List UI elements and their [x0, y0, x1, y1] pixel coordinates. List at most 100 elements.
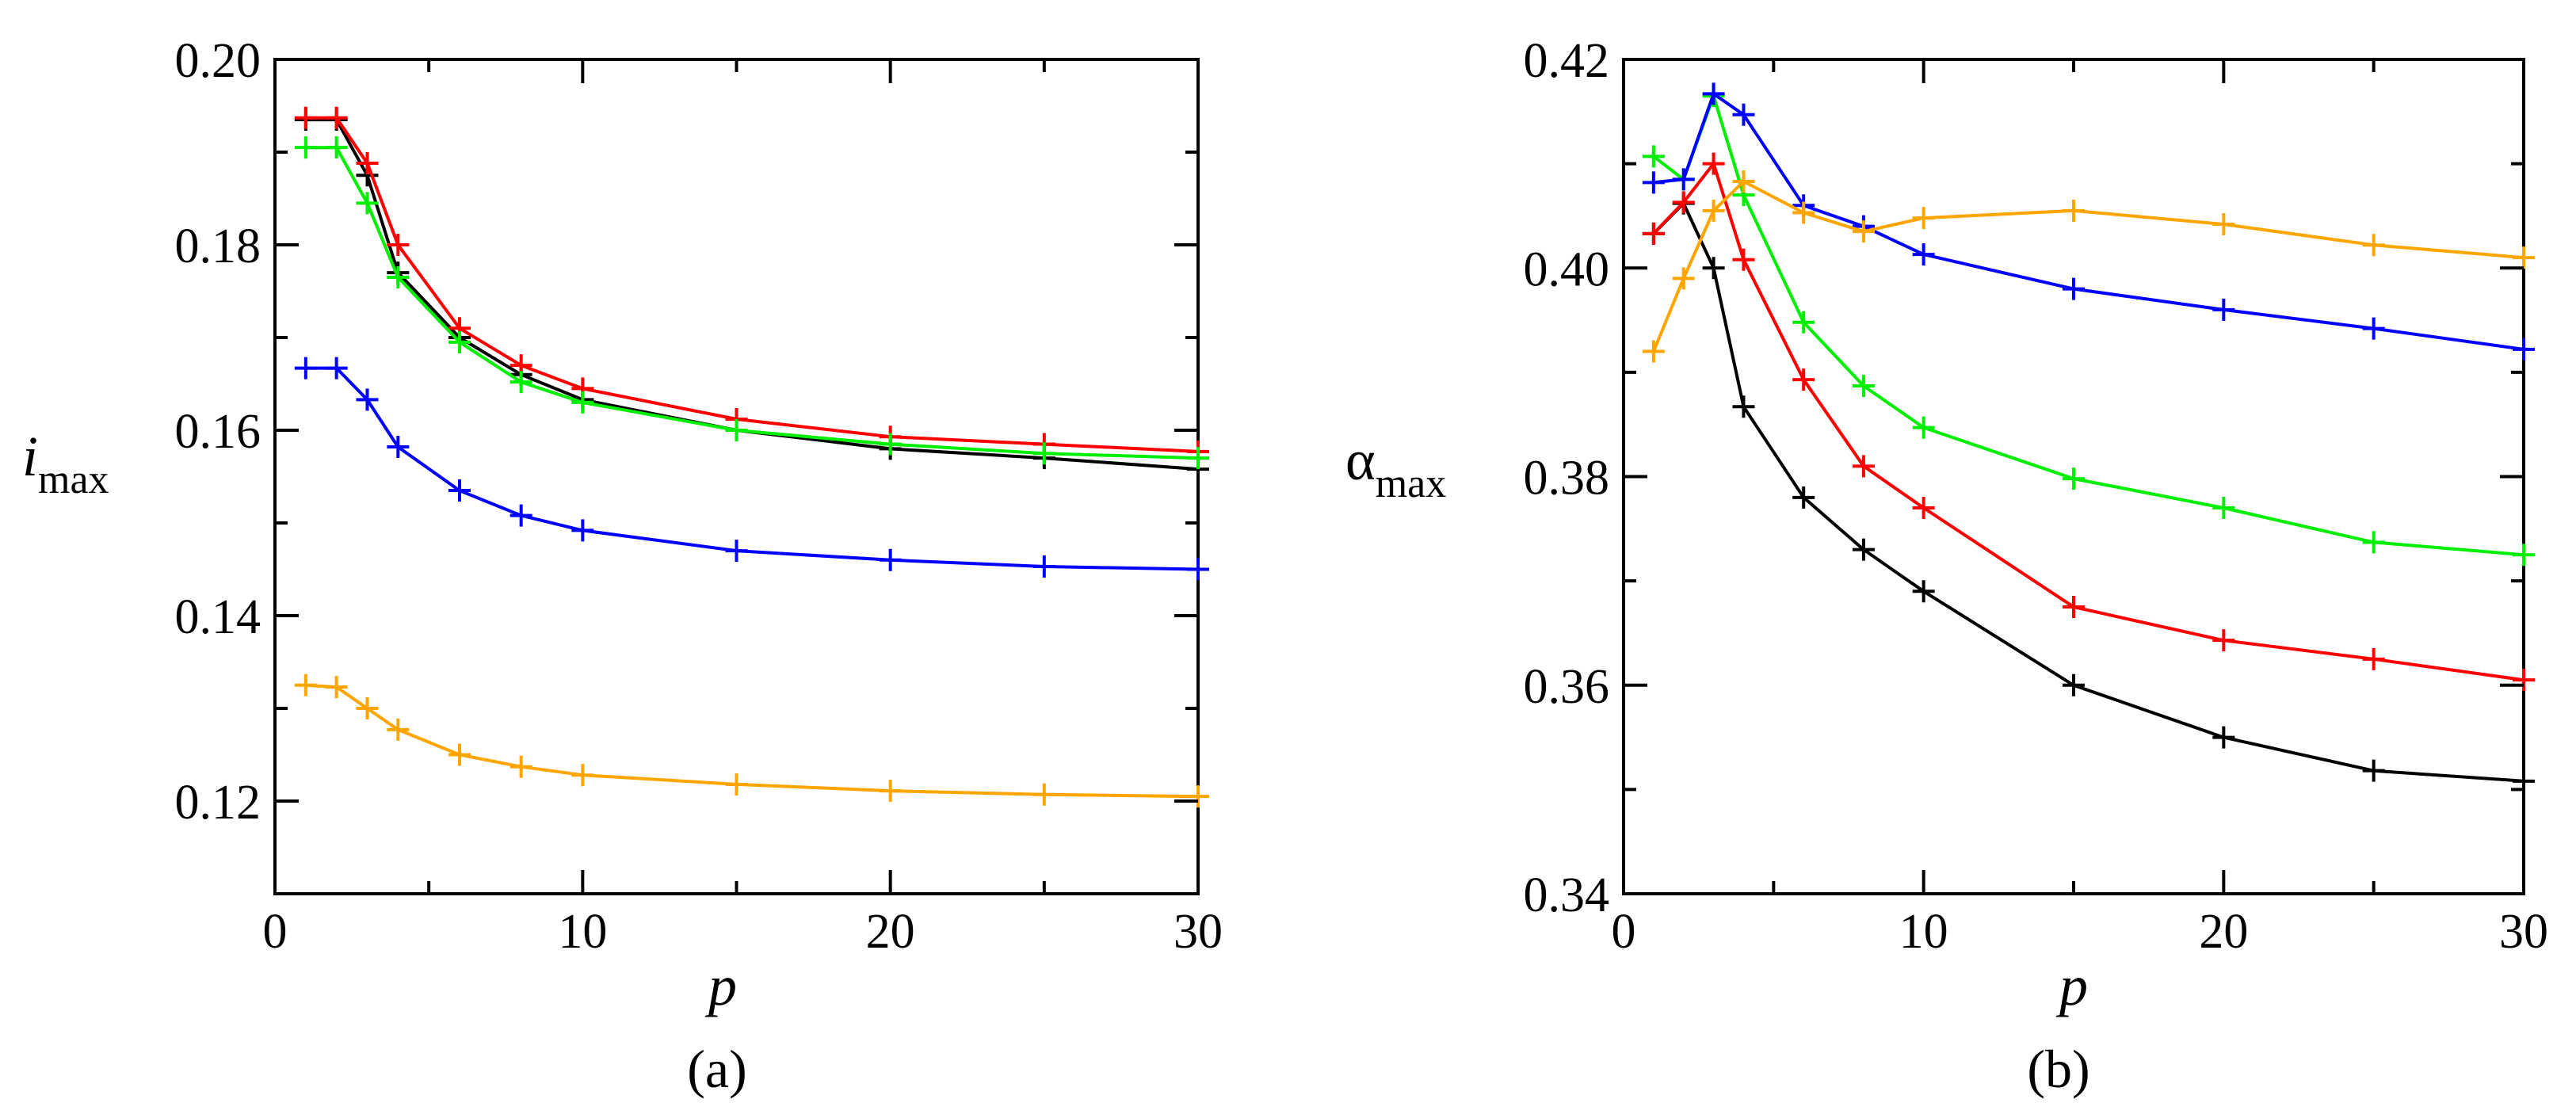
y-tick-label-a: 0.18: [175, 219, 261, 273]
y-axis-label-a-subscript: max: [38, 457, 109, 502]
series-line-blue-b: [1653, 92, 2524, 351]
data-point-blue-a: [325, 357, 348, 380]
data-point-orange-a: [1032, 783, 1055, 806]
data-point-orange-a: [571, 764, 594, 787]
series-line-black-a: [305, 118, 1199, 471]
data-point-red-b: [1702, 152, 1725, 175]
data-point-blue-b: [1912, 243, 1935, 266]
data-point-black-b: [2063, 673, 2085, 696]
data-point-green-b: [2063, 467, 2085, 490]
data-point-green-b: [2362, 531, 2385, 554]
data-point-orange-b: [2513, 246, 2535, 269]
data-point-orange-a: [879, 780, 902, 803]
data-point-green-b: [1852, 374, 1875, 397]
data-point-black-b: [1792, 486, 1815, 509]
data-point-blue-a: [879, 548, 902, 571]
data-point-green-a: [356, 192, 379, 215]
x-axis-label-a: p: [704, 954, 737, 1017]
data-point-green-a: [325, 136, 348, 159]
data-point-green-a: [448, 330, 471, 353]
data-point-green-a: [879, 433, 902, 456]
data-point-blue-a: [571, 519, 594, 542]
y-axis-label-a-base: i: [22, 425, 38, 488]
panel-a: 0 10 20 30 0.12 0.14 0.16 0.18 0.20 imax p (a): [22, 34, 1223, 1099]
data-point-green-a: [509, 371, 532, 394]
data-point-black-b: [1912, 580, 1935, 603]
x-tick-label-a: 0: [263, 905, 288, 959]
y-tick-label-b: 0.36: [1524, 660, 1610, 714]
series-line-orange-b: [1652, 180, 2524, 353]
ticks-group-b: 0 10 20 30 0.34 0.36 0.38 0.40 0.42: [1524, 34, 2549, 959]
data-point-red-b: [1642, 222, 1665, 245]
data-point-orange-b: [1792, 201, 1815, 224]
y-tick-label-a: 0.16: [175, 405, 261, 459]
data-point-orange-b: [2063, 199, 2085, 222]
series-line-green-b: [1652, 94, 2524, 557]
data-point-blue-b: [2063, 277, 2085, 300]
data-point-red-b: [2063, 596, 2085, 619]
data-point-black-b: [1702, 257, 1725, 280]
data-point-black-b: [1732, 395, 1755, 418]
series-group-b: [1642, 82, 2535, 792]
data-point-red-b: [2362, 647, 2385, 670]
data-point-blue-b: [2212, 298, 2235, 321]
x-tick-label-a: 20: [866, 905, 915, 959]
y-tick-label-b: 0.40: [1524, 242, 1610, 296]
data-point-red-a: [356, 152, 379, 175]
data-point-green-a: [725, 419, 748, 441]
x-tick-label-b: 10: [1899, 905, 1948, 959]
data-point-orange-a: [509, 755, 532, 778]
data-point-black-b: [2212, 726, 2235, 749]
x-tick-label-b: 30: [2499, 905, 2548, 959]
data-point-green-b: [2212, 496, 2235, 519]
data-point-red-b: [1852, 455, 1875, 478]
x-tick-label-b: 20: [2199, 905, 2248, 959]
y-axis-label-a: imax: [22, 425, 109, 502]
data-point-green-a: [1187, 447, 1209, 470]
data-point-red-b: [1732, 248, 1755, 271]
y-tick-label-b: 0.38: [1524, 452, 1610, 506]
data-point-red-b: [1912, 496, 1935, 519]
caption-b: (b): [2027, 1039, 2089, 1099]
series-group-a: [294, 106, 1209, 808]
data-point-green-a: [1032, 442, 1055, 465]
data-point-red-b: [2513, 669, 2535, 692]
data-point-orange-a: [725, 773, 748, 796]
series-line-red-a: [305, 116, 1199, 453]
data-point-green-a: [571, 391, 594, 414]
data-point-red-b: [2212, 629, 2235, 652]
data-point-red-a: [387, 234, 410, 256]
panel-b: 0 10 20 30 0.34 0.36 0.38 0.40 0.42 αmax p (b): [1345, 34, 2548, 1099]
data-point-green-a: [387, 265, 410, 288]
data-point-blue-a: [387, 436, 410, 459]
data-point-orange-a: [325, 676, 348, 699]
data-point-orange-a: [356, 697, 379, 719]
y-axis-label-b-subscript: max: [1376, 461, 1447, 506]
data-point-orange-b: [1642, 340, 1665, 363]
data-point-black-b: [1852, 538, 1875, 561]
series-line-orange-a: [305, 683, 1199, 799]
data-point-blue-a: [509, 504, 532, 527]
y-tick-label-b: 0.42: [1524, 34, 1610, 88]
series-line-red-b: [1652, 162, 2524, 682]
y-tick-label-a: 0.14: [175, 590, 261, 644]
data-point-orange-a: [448, 743, 471, 766]
data-point-black-b: [2362, 759, 2385, 782]
data-point-red-a: [294, 106, 317, 129]
x-tick-label-b: 0: [1612, 905, 1636, 959]
data-point-red-b: [1792, 368, 1815, 391]
data-point-blue-a: [1032, 555, 1055, 578]
data-point-orange-b: [2362, 234, 2385, 257]
x-axis-label-b: p: [2055, 954, 2088, 1017]
data-point-green-b: [1912, 416, 1935, 439]
data-point-blue-a: [356, 388, 379, 411]
data-point-blue-a: [294, 357, 317, 380]
data-point-orange-b: [1732, 170, 1755, 193]
data-point-blue-b: [1702, 82, 1725, 105]
data-point-orange-a: [1187, 785, 1209, 808]
data-point-orange-b: [1912, 207, 1935, 230]
x-tick-label-a: 10: [558, 905, 607, 959]
y-tick-label-a: 0.12: [175, 776, 261, 830]
data-point-blue-b: [1672, 168, 1695, 191]
data-point-blue-b: [2362, 317, 2385, 340]
